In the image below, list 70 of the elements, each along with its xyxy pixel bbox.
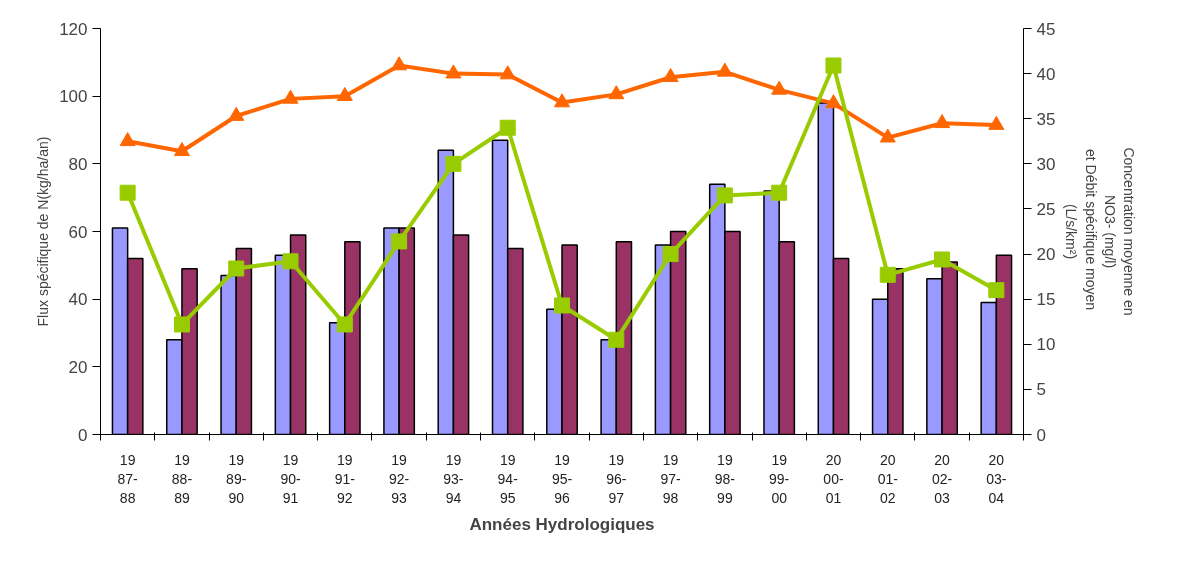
y-tick-label: 60 (68, 222, 88, 242)
y-tick-label: 0 (78, 425, 88, 445)
y2-tick-label: 10 (1036, 335, 1056, 355)
point (988, 282, 1005, 299)
point (934, 114, 951, 129)
y2-tick-label: 45 (1036, 19, 1056, 39)
point (336, 87, 353, 101)
point (825, 94, 842, 109)
x-tick-label: 20 02- 03 (931, 451, 953, 506)
point (608, 331, 625, 348)
y2-tick-label: 35 (1036, 109, 1056, 129)
point (336, 316, 353, 333)
point (228, 106, 245, 121)
point (771, 184, 788, 201)
x-tick-label: 20 03- 04 (986, 451, 1007, 506)
x-tick-label: 19 96- 97 (606, 451, 627, 506)
point (879, 266, 896, 283)
point (554, 297, 570, 314)
y2-tick-label: 40 (1036, 64, 1056, 84)
point (879, 128, 896, 143)
point (716, 187, 733, 204)
point (554, 93, 570, 108)
point (445, 155, 462, 172)
x-axis-title: Années Hydrologiques (469, 514, 655, 534)
point (119, 132, 136, 147)
point (499, 65, 516, 80)
y2-tick-label: 15 (1036, 290, 1056, 310)
y-tick-label: 120 (59, 19, 88, 39)
point (173, 316, 190, 333)
point (119, 184, 136, 201)
x-tick-label: 19 91- 92 (334, 451, 356, 506)
x-tick-label: 19 97- 98 (660, 451, 682, 506)
y2-tick-label: 25 (1036, 199, 1056, 219)
point (173, 142, 190, 157)
point (228, 260, 245, 277)
point (499, 119, 516, 136)
y-tick-label: 40 (68, 290, 88, 310)
point (445, 64, 462, 79)
y-tick-label: 80 (68, 154, 88, 174)
point (391, 233, 408, 250)
point (282, 89, 299, 104)
x-tick-label: 19 99- 00 (769, 451, 790, 506)
point (662, 246, 679, 263)
point (391, 56, 408, 71)
x-tick-label: 19 92- 93 (389, 451, 410, 506)
y-tick-label: 20 (68, 357, 88, 377)
point (934, 251, 951, 268)
x-tick-label: 20 00- 01 (823, 451, 844, 506)
y2-tick-label: 0 (1036, 425, 1046, 445)
point (716, 62, 733, 77)
x-tick-label: 19 90- 91 (280, 451, 301, 506)
y-axis-title: Flux spécifique de N(kg/ha/an) (35, 136, 52, 327)
x-tick-label: 19 88- 89 (171, 451, 193, 506)
y2-tick-label: 20 (1036, 245, 1056, 265)
point (608, 85, 625, 100)
point (662, 68, 679, 83)
x-tick-label: 19 98- 99 (714, 451, 736, 506)
point (988, 115, 1005, 130)
y2-tick-label: 5 (1036, 380, 1046, 400)
x-tick-label: 19 94- 95 (497, 451, 519, 506)
point (282, 253, 299, 270)
point (771, 80, 788, 95)
y2-axis-title: Concentration moyenne en NO3- (mg/l) et Débit spécifique moyen (L/s/km²) (1063, 147, 1138, 316)
x-tick-label: 19 87- 88 (117, 451, 139, 506)
x-tick-label: 19 95- 96 (551, 451, 573, 506)
x-tick-label: 19 89- 90 (226, 451, 247, 506)
y2-tick-label: 30 (1036, 154, 1056, 174)
x-tick-label: 20 01- 02 (877, 451, 899, 506)
y-tick-label: 100 (59, 87, 88, 107)
x-tick-label: 19 93- 94 (443, 451, 464, 506)
